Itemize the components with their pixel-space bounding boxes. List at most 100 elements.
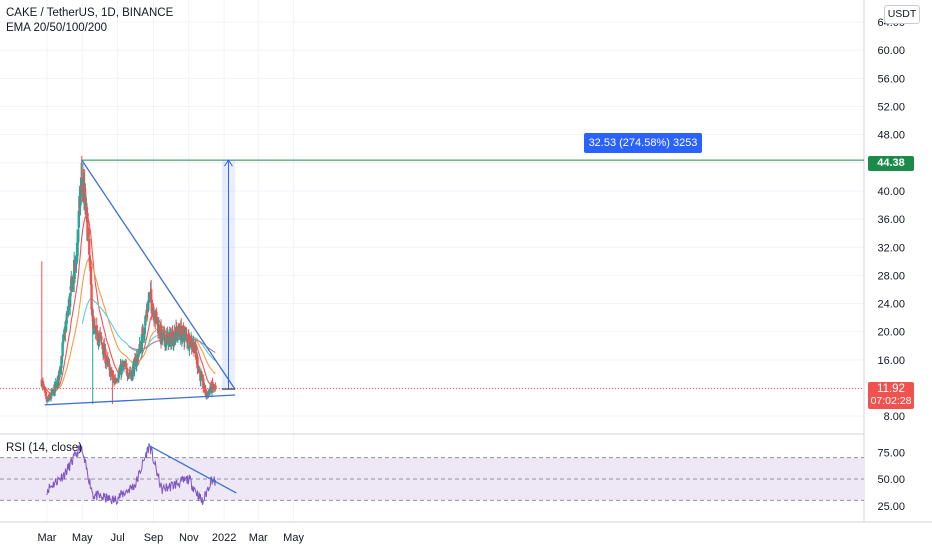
candle-body (154, 319, 157, 321)
candle-body (45, 396, 48, 400)
candle-body (198, 370, 202, 374)
candle-body (201, 376, 204, 379)
candle-body (125, 363, 128, 367)
candle-body (207, 390, 211, 396)
rsi-legend[interactable]: RSI (14, close) (6, 442, 83, 454)
candle-body (211, 381, 214, 387)
candle-body (197, 368, 200, 372)
candle-body (137, 353, 140, 358)
candle-body (129, 372, 132, 374)
upper-trendline (81, 159, 236, 390)
last-price-badge: 11.92 07:02:28 (868, 382, 914, 409)
candle-body (80, 177, 83, 180)
price-tick-label: 52.00 (877, 102, 905, 114)
currency-button[interactable]: USDT (884, 5, 920, 24)
candle-body (165, 334, 169, 344)
time-tick-label: Mar (249, 532, 268, 544)
candle-body (182, 327, 185, 336)
candle-body (135, 356, 138, 365)
candle-body (81, 179, 85, 185)
lower-trendline (44, 394, 236, 406)
candle-body (153, 320, 156, 323)
candle-body (66, 312, 70, 314)
price-tick-label: 32.00 (877, 242, 905, 254)
candle-body (122, 364, 125, 366)
candle-body (90, 284, 93, 310)
candle-body (120, 365, 123, 375)
candle-body (145, 311, 148, 314)
price-tick-label: 40.00 (877, 186, 905, 198)
candle-body (200, 374, 203, 376)
candle-body (48, 394, 51, 398)
candle-body (144, 316, 147, 326)
candle-body (203, 385, 207, 393)
candle-body (152, 311, 155, 313)
time-tick-label: Jul (111, 532, 125, 544)
price-tick-label: 24.00 (877, 299, 905, 311)
candle-body (65, 317, 68, 324)
candle-body (89, 261, 92, 269)
candle-body (202, 378, 205, 389)
candle-body (75, 242, 79, 262)
candle-body (108, 363, 111, 366)
candle-body (64, 321, 68, 332)
ema-legend[interactable]: EMA 20/50/100/200 (6, 22, 108, 34)
candle-body (171, 344, 175, 347)
candle-body (180, 334, 184, 342)
time-tick-label: May (72, 532, 93, 544)
rsi-tick-label: 50.00 (877, 474, 905, 486)
symbol-title[interactable]: CAKE / TetherUS, 1D, BINANCE (6, 7, 174, 19)
rsi-tick-label: 75.00 (877, 447, 905, 459)
candle-body (194, 344, 197, 353)
candle-body (75, 261, 78, 265)
rsi-trendline (149, 445, 237, 494)
price-tick-label: 16.00 (877, 355, 905, 367)
candle-body (100, 342, 104, 345)
candle-body (144, 315, 148, 317)
candle-body (51, 390, 54, 395)
candle-body (43, 388, 46, 391)
candle-body (62, 339, 65, 343)
candle-body (44, 391, 48, 396)
candle-body (143, 332, 146, 338)
last-price-value: 11.92 (877, 383, 905, 395)
annotation-layer (0, 159, 864, 406)
candle-body (183, 333, 186, 341)
candle-body (161, 334, 164, 339)
candle-body (99, 332, 102, 335)
candle-body (61, 342, 64, 356)
measure-label: 32.53 (274.58%) 3253 (584, 133, 702, 153)
candle-body (89, 266, 93, 286)
candle-body (155, 317, 159, 324)
candle-body (143, 327, 147, 335)
candle-body (49, 398, 52, 400)
candle-body (121, 362, 125, 366)
candle-body (56, 379, 59, 389)
candle-body (59, 367, 62, 374)
candle-body (107, 361, 110, 365)
candle-body (41, 381, 45, 384)
candle-body (196, 356, 199, 368)
candle-body (196, 367, 200, 370)
candle-body (167, 335, 171, 347)
candle-body (92, 315, 95, 329)
candle-body (62, 333, 65, 341)
candle-body (79, 191, 82, 205)
candle-body (83, 183, 86, 201)
candle-body (115, 380, 119, 382)
bar-countdown: 07:02:28 (870, 395, 912, 407)
price-tick-label: 60.00 (877, 45, 905, 57)
price-tick-label: 8.00 (884, 411, 905, 423)
rsi-line (46, 443, 216, 506)
candle-body (150, 299, 153, 314)
candle-body (185, 334, 188, 336)
time-tick-label: May (283, 532, 304, 544)
candle-body (87, 229, 90, 236)
candle-body (49, 392, 53, 399)
candle-body (155, 311, 158, 317)
candle-body (114, 379, 118, 382)
candle-body (97, 338, 101, 343)
time-tick-label: Nov (179, 532, 199, 544)
axis-layer: 64.0060.0056.0052.0048.0044.0040.0036.00… (38, 17, 905, 544)
